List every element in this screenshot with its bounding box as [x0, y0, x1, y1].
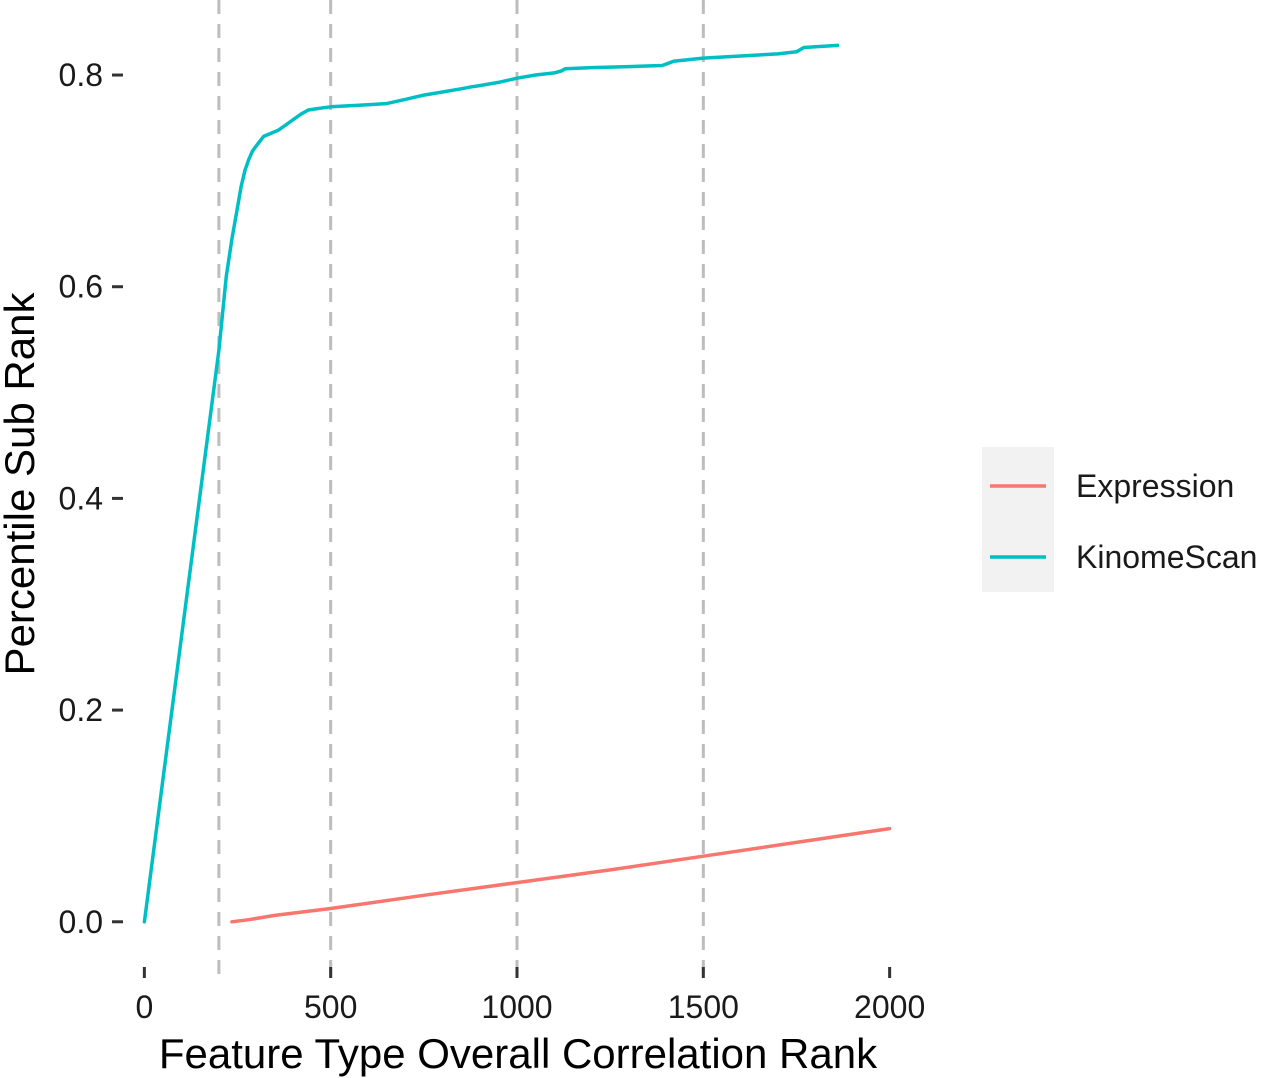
series-line-expression: [230, 826, 892, 924]
x-tick-label: 1500: [668, 989, 739, 1025]
y-tick-label: 0.0: [59, 904, 103, 940]
y-tick-label: 0.2: [59, 692, 103, 728]
y-tick-label: 0.4: [59, 480, 103, 516]
x-axis-title: Feature Type Overall Correlation Rank: [159, 1030, 878, 1077]
reference-lines: [217, 0, 705, 975]
y-tick-label: 0.8: [59, 57, 103, 93]
x-axis: 0 500 1000 1500 2000: [135, 967, 925, 1025]
legend-key-background: [982, 447, 1054, 592]
legend-label-kinomescan: KinomeScan: [1076, 539, 1257, 575]
y-tick-label: 0.6: [59, 269, 103, 305]
y-axis-title: Percentile Sub Rank: [0, 292, 43, 676]
series-line-kinomescan: [142, 43, 840, 924]
x-tick-label: 2000: [854, 989, 925, 1025]
x-tick-label: 500: [304, 989, 357, 1025]
x-tick-label: 0: [135, 989, 153, 1025]
legend-label-expression: Expression: [1076, 468, 1234, 504]
x-tick-label: 1000: [481, 989, 552, 1025]
legend: Expression KinomeScan: [982, 447, 1257, 592]
y-axis: 0.0 0.2 0.4 0.6 0.8: [59, 57, 123, 940]
series-lines: [142, 43, 892, 924]
